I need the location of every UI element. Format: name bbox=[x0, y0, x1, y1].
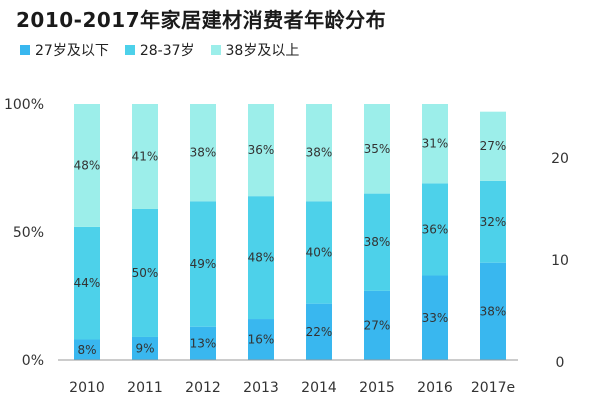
bar-segment bbox=[422, 275, 448, 360]
bar-value-label: 8% bbox=[77, 343, 96, 357]
bar-value-label: 38% bbox=[190, 146, 217, 160]
bar-value-label: 38% bbox=[306, 146, 333, 160]
bar-segment bbox=[480, 180, 506, 263]
x-tick-label: 2013 bbox=[243, 380, 279, 396]
bar-value-label: 33% bbox=[422, 311, 449, 325]
y-left-tick-label: 50% bbox=[13, 225, 44, 241]
bar-segment bbox=[306, 104, 332, 202]
legend-item-age-28-37: 28-37岁 bbox=[124, 40, 195, 60]
x-tick-label: 2010 bbox=[69, 380, 105, 396]
bar-segment bbox=[422, 183, 448, 276]
y-right-tick-label: 0 bbox=[556, 355, 565, 371]
bar-value-label: 31% bbox=[422, 137, 449, 151]
legend-item-age-38-over: 38岁及以上 bbox=[210, 40, 300, 60]
bar-value-label: 38% bbox=[480, 304, 507, 318]
x-tick-label: 2011 bbox=[127, 380, 163, 396]
bar-segment bbox=[306, 303, 332, 360]
bar-value-label: 35% bbox=[364, 142, 391, 156]
y-left-tick-label: 100% bbox=[4, 97, 44, 113]
bar-segment bbox=[248, 319, 274, 360]
bar-segment bbox=[132, 336, 158, 360]
bar-value-label: 36% bbox=[248, 143, 275, 157]
bar-value-label: 49% bbox=[190, 257, 217, 271]
x-tick-label: 2016 bbox=[417, 380, 453, 396]
bar-value-label: 41% bbox=[132, 149, 159, 163]
bar-value-label: 32% bbox=[480, 215, 507, 229]
bar-segment bbox=[364, 104, 390, 194]
bar-segment bbox=[364, 290, 390, 360]
bar-value-label: 38% bbox=[364, 235, 391, 249]
x-tick-label: 2017e bbox=[471, 380, 515, 396]
legend-label: 28-37岁 bbox=[139, 43, 195, 59]
bar-value-label: 48% bbox=[74, 158, 101, 172]
chart-title: 2010-2017年家居建材消费者年龄分布 bbox=[16, 8, 387, 32]
legend-label: 27岁及以下 bbox=[35, 43, 109, 59]
bar-segment bbox=[364, 193, 390, 291]
bar-value-label: 36% bbox=[422, 222, 449, 236]
bar-value-label: 9% bbox=[135, 341, 154, 355]
legend: 27岁及以下 28-37岁 38岁及以上 bbox=[20, 40, 299, 60]
bar-segment bbox=[74, 339, 100, 360]
y-left-tick-label: 0% bbox=[22, 353, 44, 369]
legend-item-age-27-under: 27岁及以下 bbox=[20, 40, 109, 60]
bar-value-label: 44% bbox=[74, 276, 101, 290]
legend-swatch bbox=[20, 45, 30, 55]
bar-segment bbox=[132, 104, 158, 209]
bar-segment bbox=[306, 201, 332, 304]
legend-label: 38岁及以上 bbox=[225, 43, 300, 59]
bar-value-label: 13% bbox=[190, 336, 217, 350]
bar-value-label: 27% bbox=[364, 318, 391, 332]
bar-segment bbox=[248, 104, 274, 197]
bar-segment bbox=[422, 104, 448, 184]
bar-segment bbox=[190, 326, 216, 360]
bar-value-label: 16% bbox=[248, 333, 275, 347]
y-right-tick-label: 10 bbox=[551, 253, 569, 269]
bar-value-label: 22% bbox=[306, 325, 333, 339]
bar-segment bbox=[480, 111, 506, 181]
bar-value-label: 50% bbox=[132, 266, 159, 280]
bar-segment bbox=[248, 196, 274, 320]
bar-segment bbox=[74, 104, 100, 227]
legend-swatch bbox=[210, 45, 221, 55]
bar-value-label: 48% bbox=[248, 251, 275, 265]
bar-segment bbox=[480, 262, 506, 360]
y-right-tick-label: 20 bbox=[551, 151, 569, 167]
bar-segment bbox=[190, 104, 216, 202]
bar-segment bbox=[190, 201, 216, 327]
bar-value-label: 40% bbox=[306, 245, 333, 259]
bar-value-label: 27% bbox=[480, 139, 507, 153]
x-tick-label: 2012 bbox=[185, 380, 221, 396]
bar-segment bbox=[132, 208, 158, 337]
x-tick-label: 2015 bbox=[359, 380, 395, 396]
x-tick-label: 2014 bbox=[301, 380, 337, 396]
bar-segment bbox=[74, 226, 100, 340]
legend-swatch bbox=[124, 45, 135, 55]
